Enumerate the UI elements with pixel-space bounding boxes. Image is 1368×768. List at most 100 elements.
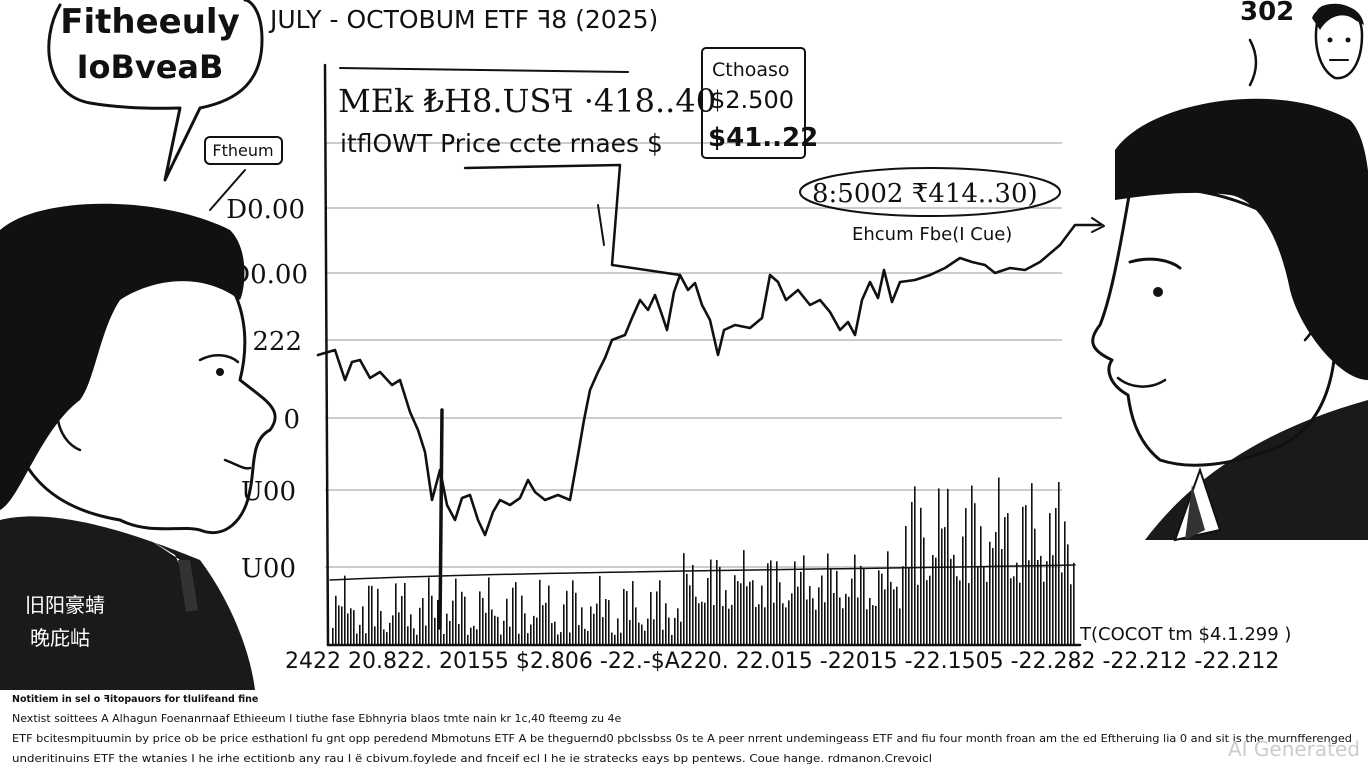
volume-bar	[377, 588, 379, 645]
volume-bar	[443, 633, 445, 645]
volume-bar	[755, 606, 757, 645]
volume-bar	[899, 608, 901, 645]
grid	[325, 142, 1062, 568]
label-box	[204, 136, 283, 165]
volume-bar	[413, 628, 415, 645]
volume-bar	[422, 598, 424, 645]
volume-bar	[647, 618, 649, 645]
annotation: MEk ₺H8.USꟻ ·418..40	[338, 82, 716, 120]
side-text: 晚庇岵	[30, 626, 90, 650]
oval	[799, 167, 1061, 217]
volume-bar	[542, 605, 544, 645]
volume-bar	[503, 620, 505, 645]
volume-bar	[605, 599, 607, 645]
volume-bar	[437, 600, 439, 645]
volume-bar	[617, 618, 619, 645]
spike	[438, 408, 444, 630]
volume-bar	[611, 632, 613, 645]
volume-bar	[710, 559, 712, 645]
volume-bar	[884, 589, 886, 645]
volume-bar	[869, 597, 871, 645]
volume-bar	[1040, 555, 1042, 645]
volume-bar	[911, 501, 913, 645]
volume-bar	[977, 567, 979, 645]
right-label: T(COCOT tm $4.1.299 )	[1079, 624, 1291, 645]
volume-bar	[359, 624, 361, 645]
volume-bar	[530, 624, 532, 645]
volume-bar	[587, 630, 589, 645]
volume-bar	[866, 609, 868, 645]
volume-bar	[362, 606, 364, 645]
volume-bar	[1043, 581, 1045, 645]
volume-bar	[686, 573, 688, 645]
volume-bar	[407, 626, 409, 645]
volume-bar	[482, 597, 484, 645]
volume-bar	[848, 596, 850, 645]
volume-bar	[704, 602, 706, 645]
volume-bar	[815, 609, 817, 645]
volume-bar	[854, 554, 856, 645]
volume-bar	[1007, 513, 1009, 645]
volume-bar	[602, 617, 604, 645]
volume-bar	[1013, 576, 1015, 645]
volume-bar	[404, 582, 406, 645]
right-person	[1091, 98, 1368, 542]
volume-bar	[620, 632, 622, 645]
volume-bar	[452, 600, 454, 645]
volume-bar	[476, 629, 478, 645]
volume-bar	[353, 610, 355, 645]
volume-bar	[839, 597, 841, 645]
volume-bar	[749, 581, 751, 645]
volume-bar	[506, 598, 508, 645]
volume-bar	[653, 619, 655, 645]
volume-bar	[1010, 578, 1012, 645]
volume-bar	[383, 629, 385, 645]
footer-text: Nextist soittees A Alhagun Foenanrnaaf E…	[12, 712, 622, 725]
volume-bar	[623, 588, 625, 645]
volume-bar	[698, 603, 700, 645]
volume-bar	[416, 634, 418, 645]
volume-bar	[629, 620, 631, 645]
volume-bar	[917, 584, 919, 645]
volume-bar	[371, 585, 373, 645]
volume-bar	[842, 608, 844, 645]
volume-bar	[494, 615, 496, 645]
volume-bar	[995, 531, 997, 645]
volume-bar	[1037, 559, 1039, 645]
volume-bar	[737, 581, 739, 645]
volume-bar	[644, 630, 646, 645]
volume-bar	[374, 626, 376, 645]
footer-text: Notitiem in sel o ꟻitopauors for tlulife…	[12, 694, 258, 705]
volume-bar	[992, 547, 994, 645]
oval-caption: Ehcum Fbe(I Cue)	[852, 224, 1012, 245]
volume-bar	[929, 575, 931, 645]
volume-bar	[707, 577, 709, 645]
price-box-text: $2.500	[710, 86, 794, 114]
volume-bar	[578, 624, 580, 645]
volume-bar	[812, 598, 814, 645]
corner-number: 302	[1240, 0, 1294, 27]
volume-bar	[548, 585, 550, 645]
volume-bar	[410, 614, 412, 645]
volume-bar	[722, 606, 724, 645]
stroke	[1248, 38, 1258, 87]
volume-bar	[905, 526, 907, 645]
volume-bar	[545, 602, 547, 645]
underline	[339, 67, 629, 73]
volume-bar	[527, 633, 529, 645]
volume-trend	[329, 564, 1076, 581]
volume-bar	[584, 628, 586, 645]
volume-bar	[1016, 562, 1018, 645]
volume-bar	[512, 587, 514, 645]
volume-bar	[467, 634, 469, 645]
volume-bar	[740, 583, 742, 645]
volume-bar	[896, 586, 898, 645]
volume-bar	[626, 591, 628, 645]
volume-bar	[509, 626, 511, 645]
volume-bar	[590, 606, 592, 645]
volume-bar	[1067, 544, 1069, 645]
volume-bar	[521, 595, 523, 645]
volume-bar	[800, 571, 802, 645]
